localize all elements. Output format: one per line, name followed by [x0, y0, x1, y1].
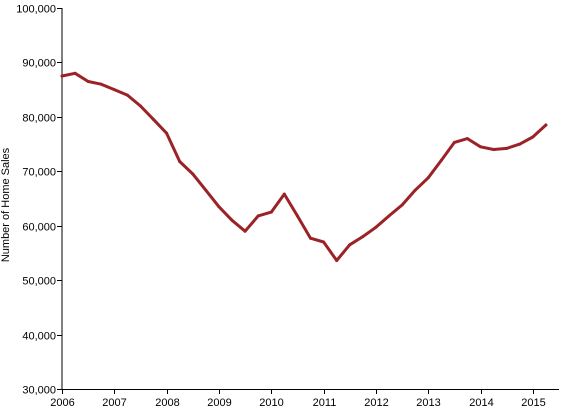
data-point: [544, 123, 548, 127]
data-point: [531, 135, 535, 139]
data-point: [165, 131, 169, 135]
data-point: [295, 214, 299, 218]
x-tick-label: 2012: [364, 397, 388, 409]
y-tick-label: 90,000: [22, 58, 56, 70]
x-tick-label: 2009: [207, 397, 231, 409]
y-tick-label: 60,000: [22, 222, 56, 234]
y-axis: 30,000 40,000 50,000 60,000 70,000 80,000 90,0…: [16, 4, 63, 397]
series-line: [60, 71, 548, 262]
data-point: [505, 146, 509, 150]
data-point: [400, 203, 404, 207]
x-tick-label: 2006: [50, 397, 74, 409]
data-point: [439, 158, 443, 162]
series-layer: [60, 71, 548, 262]
y-tick-label: 30,000: [22, 385, 56, 397]
data-point: [73, 71, 77, 75]
data-point: [335, 259, 339, 262]
data-point: [479, 145, 482, 149]
data-point: [125, 93, 129, 97]
data-point: [243, 229, 247, 233]
x-tick-label: 2007: [102, 397, 126, 409]
data-point: [492, 148, 496, 151]
data-point: [361, 235, 365, 239]
data-point: [99, 82, 103, 86]
x-tick-label: 2014: [469, 397, 493, 409]
data-point: [348, 243, 352, 247]
x-tick-label: 2013: [416, 397, 440, 409]
data-point: [178, 160, 182, 163]
data-point: [139, 104, 142, 108]
data-point: [191, 172, 195, 176]
data-point: [465, 137, 469, 141]
data-point: [269, 210, 273, 214]
y-tick-label: 40,000: [22, 331, 56, 343]
data-point: [413, 188, 417, 192]
data-point: [426, 176, 430, 180]
y-tick-label: 100,000: [16, 4, 56, 16]
y-axis-title: Number of Home Sales: [0, 147, 12, 262]
data-point: [217, 205, 221, 209]
data-point: [86, 80, 90, 83]
data-point: [204, 188, 208, 192]
y-tick-label: 70,000: [22, 167, 56, 179]
data-point: [322, 240, 326, 244]
data-point: [374, 225, 378, 229]
data-point: [60, 74, 64, 78]
data-point: [152, 118, 156, 122]
data-point: [309, 236, 312, 240]
data-point: [518, 142, 522, 146]
data-point: [282, 192, 286, 196]
data-point: [256, 214, 260, 218]
data-point: [230, 218, 234, 222]
y-tick-label: 80,000: [22, 113, 56, 125]
data-point: [112, 88, 116, 92]
x-tick-label: 2008: [155, 397, 179, 409]
data-point: [387, 214, 391, 218]
x-tick-label: 2010: [259, 397, 283, 409]
x-axis: 2006 2007 2008 2009 2010 2011 2012 2013 2014 2015: [50, 389, 559, 409]
x-tick-label: 2015: [521, 397, 545, 409]
y-tick-label: 50,000: [22, 276, 56, 288]
data-point: [452, 140, 456, 144]
x-tick-label: 2011: [313, 397, 337, 409]
